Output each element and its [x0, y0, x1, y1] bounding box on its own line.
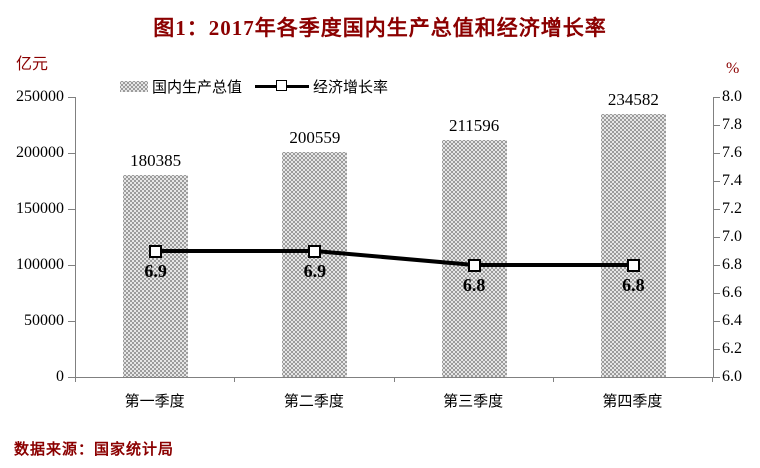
y2-tick-mark: [713, 321, 720, 322]
y2-tick-mark: [713, 97, 720, 98]
y2-tick-mark: [713, 181, 720, 182]
growth-point-marker: [308, 244, 322, 258]
growth-value-label: 6.9: [303, 261, 327, 281]
y2-tick-label: 7.8: [722, 116, 742, 133]
data-source: 数据来源：国家统计局: [14, 442, 175, 458]
y1-tick-mark: [68, 321, 75, 322]
bar-value-label: 180385: [130, 150, 182, 170]
growth-point-marker: [467, 258, 481, 272]
y2-tick-label: 7.6: [722, 144, 742, 161]
growth-value-label: 6.8: [622, 275, 645, 295]
growth-line: [155, 249, 634, 267]
growth-value-label: 6.9: [144, 261, 167, 281]
y1-tick-label: 250000: [16, 88, 64, 105]
y1-tick-label: 150000: [16, 200, 64, 217]
y2-tick-mark: [713, 349, 720, 350]
y2-tick-label: 6.2: [722, 340, 742, 357]
y1-tick-mark: [68, 153, 75, 154]
line-swatch-icon: [255, 80, 309, 92]
x-tick-mark: [75, 377, 76, 382]
y1-tick-label: 200000: [16, 144, 64, 161]
left-axis-unit-label: 亿元: [16, 56, 49, 73]
x-category-label: 第二季度: [283, 394, 344, 410]
x-tick-mark: [393, 377, 395, 382]
bar-value-label: 211596: [448, 116, 500, 135]
bar-swatch-icon: [120, 80, 148, 92]
y2-tick-label: 6.4: [722, 312, 742, 329]
plot-area: 180385 200559 211596 234582 6.9 6.9 6.8 6.8: [75, 90, 714, 378]
y2-tick-label: 8.0: [722, 88, 742, 105]
bar-value-label: 234582: [607, 90, 659, 110]
y1-tick-label: 100000: [16, 256, 64, 273]
y1-tick-label: 50000: [24, 312, 64, 329]
growth-value-label: 6.8: [462, 275, 486, 295]
x-category-label: 第一季度: [124, 394, 185, 410]
growth-point-marker: [149, 244, 163, 258]
right-axis-unit-label: %: [726, 60, 740, 77]
x-tick-mark: [234, 377, 236, 382]
y2-tick-label: 6.8: [722, 256, 742, 273]
y2-tick-label: 7.2: [722, 200, 742, 217]
y2-tick-mark: [713, 377, 720, 378]
legend-label-gdp: 国内生产总值: [152, 79, 243, 96]
gdp-bar: [600, 114, 666, 377]
gdp-bar: [282, 152, 348, 377]
chart-title: 图1：2017年各季度国内生产总值和经济增长率: [153, 16, 607, 40]
x-category-label: 第四季度: [602, 394, 663, 410]
y2-tick-mark: [713, 265, 720, 266]
y1-tick-mark: [68, 265, 75, 266]
y1-tick-label: 0: [56, 368, 64, 385]
y2-tick-label: 7.0: [722, 228, 742, 245]
x-tick-mark: [712, 377, 713, 382]
y2-tick-label: 6.6: [722, 284, 742, 301]
y2-tick-mark: [713, 153, 720, 154]
legend-item-gdp: 国内生产总值: [120, 76, 242, 96]
gdp-bar: [123, 174, 189, 377]
bar-value-label: 200559: [289, 128, 341, 148]
x-tick-mark: [552, 377, 554, 382]
y2-tick-mark: [713, 125, 720, 126]
y2-tick-mark: [713, 209, 720, 210]
y2-tick-label: 7.4: [722, 172, 742, 189]
y1-tick-mark: [68, 97, 75, 98]
legend-label-growth: 经济增长率: [313, 79, 389, 96]
y1-tick-mark: [68, 377, 75, 378]
y1-tick-mark: [68, 209, 75, 210]
y2-tick-mark: [713, 293, 720, 294]
growth-point-marker: [626, 258, 640, 272]
y2-tick-label: 6.0: [722, 368, 742, 385]
legend-item-growth: 经济增长率: [255, 76, 388, 96]
x-category-label: 第三季度: [443, 394, 504, 410]
y2-tick-mark: [713, 237, 720, 238]
